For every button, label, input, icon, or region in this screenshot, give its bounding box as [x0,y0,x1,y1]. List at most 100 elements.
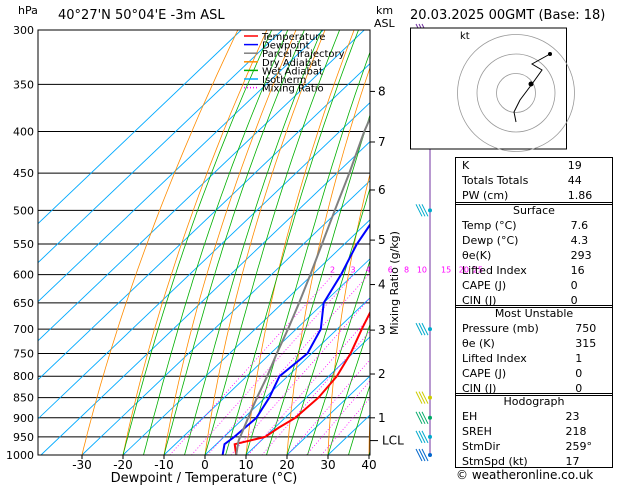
mixing-ratio-label: 2 [330,266,335,275]
most-unstable-box: Most Unstable Pressure (mb) 750 θe (K) 315… [455,305,613,396]
hodograph-point [548,52,552,56]
mu-value: 1 [575,352,583,365]
wind-barb [415,448,423,462]
wind-barb [421,430,429,444]
legend-entry: Mixing Ratio [262,84,324,95]
pressure-tick-label: 300 [13,24,34,37]
isotherm-line [163,258,370,455]
wind-barb [421,448,429,462]
wet-adiabat [286,187,370,455]
isotherm-line [245,336,370,455]
wind-barb [418,430,426,444]
km-tick-label: 6 [378,183,386,197]
datetime-title: 20.03.2025 00GMT (Base: 18) [410,8,606,23]
wind-barb [421,391,429,404]
legend-entry: Parcel Trajectory [262,49,345,60]
pressure-tick-label: 900 [13,412,34,425]
copyright[interactable]: © weatheronline.co.uk [456,468,594,482]
hodo-value: 23 [565,410,580,423]
index-value: 1.86 [567,189,593,202]
surface-title: Surface [513,204,555,217]
index-row: Totals Totals 44 [458,173,610,188]
temperature-tick-label: 0 [201,458,209,472]
km-label: km [376,4,394,17]
wind-barb [418,322,426,336]
wet-adiabat [225,30,359,455]
temperature-tick-label: -10 [154,458,174,472]
wind-barb [415,322,423,336]
mu-label: CAPE (J) [462,367,507,380]
isotherm-line [204,297,370,455]
surface-label: Temp (°C) [462,219,517,232]
temperature-line [233,310,370,455]
pressure-tick-label: 950 [13,431,34,444]
legend-entry: Dewpoint [262,41,310,52]
hodograph-ring [476,53,556,133]
surface-value: 0 [570,279,578,292]
temperature-tick-label: 40 [361,458,376,472]
hodograph-unit: kt [460,31,470,42]
hodograph-ring [457,34,575,152]
temperature-tick-label: 10 [238,458,253,472]
isotherm-line [286,375,370,455]
mu-label: Pressure (mb) [462,322,539,335]
temperature-tick-label: 20 [279,458,294,472]
wind-barb [418,391,426,404]
wet-adiabat [245,51,370,455]
pressure-tick-label: 800 [13,370,34,383]
wind-barb [418,411,426,425]
lcl-label: LCL [382,434,404,448]
x-axis-label: Dewpoint / Temperature (°C) [111,471,298,486]
hodograph-ring [496,73,536,113]
surface-label: θe(K) [462,249,492,262]
hodo-label: SREH [462,425,492,438]
wet-adiabat [143,30,289,455]
dewpoint-line [221,223,370,455]
pressure-tick-label: 600 [13,269,34,282]
wind-barb [421,411,429,425]
hodo-label: EH [462,410,478,423]
mixing-ratio-label: 15 [441,266,451,275]
pressure-tick-label: 700 [13,323,34,336]
wind-barb-dot [428,395,432,400]
wet-adiabat [266,113,370,455]
mu-value: 0 [575,382,583,395]
index-value: 44 [567,174,582,187]
hodo-label: StmSpd (kt) [462,455,528,468]
isotherm-line [81,180,370,455]
isotherm-line [38,30,365,342]
hodograph-table-box: Hodograph EH 23 SREH 218 StmDir 259° StmSpd… [455,393,613,468]
mu-value: 0 [575,367,583,380]
hodo-value: 259° [565,440,593,453]
pressure-tick-label: 350 [13,78,34,91]
surface-label: CAPE (J) [462,279,507,292]
wind-barb [418,448,426,462]
mu-value: 750 [575,322,597,335]
location-title: 40°27'N 50°04'E -3m ASL [58,8,225,23]
hodo-label: StmDir [462,440,501,453]
km-tick-label: 3 [378,323,386,337]
plot-area [38,30,370,455]
storm-motion-marker [528,81,534,87]
wind-barb [415,204,423,217]
index-row: PW (cm) 1.86 [458,188,610,203]
surface-value: 4.3 [570,234,589,247]
pressure-tick-label: 1000 [6,449,34,462]
mixing-ratio-label: 6 [388,266,393,275]
mu-label: CIN (J) [462,382,497,395]
km-tick-label: 8 [378,84,386,98]
hodograph-frame [410,27,567,150]
hodo-value: 218 [565,425,587,438]
isotherm-line [40,141,370,455]
asl-label: ASL [374,17,395,30]
temperature-tick-label: -30 [72,458,92,472]
km-tick-label: 5 [378,233,386,247]
surface-label: CIN (J) [462,294,497,307]
mixing-ratio-label: 10 [417,266,427,275]
index-label: Totals Totals [462,174,529,187]
mu-value: 315 [575,337,597,350]
surface-label: Lifted Index [462,264,527,277]
wet-adiabat [204,30,340,455]
wind-barb [421,322,429,336]
surface-box: Surface Temp (°C) 7.6 Dewp (°C) 4.3 θe(K) 2… [455,202,613,308]
